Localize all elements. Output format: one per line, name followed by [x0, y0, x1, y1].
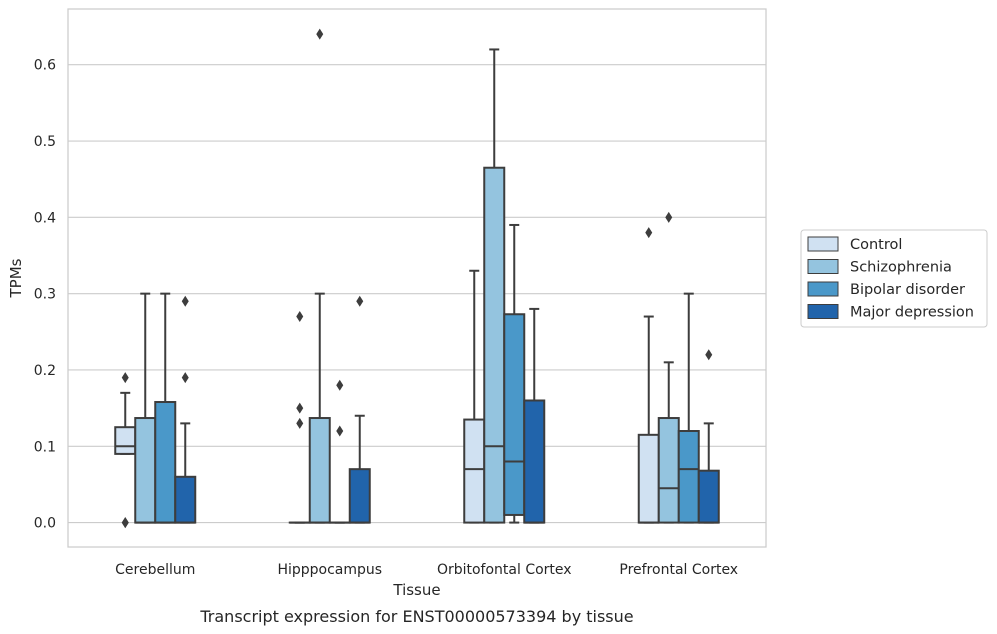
- box-body: [463, 418, 486, 524]
- y-tick-label: 0.5: [34, 134, 56, 150]
- box-schizophrenia: [657, 211, 680, 524]
- y-tick-label: 0.1: [34, 439, 56, 455]
- outlier-point: [336, 379, 344, 391]
- outlier-point: [181, 295, 189, 307]
- box-schizophrenia: [134, 292, 157, 524]
- x-axis-title: Tissue: [392, 581, 440, 599]
- y-tick-label: 0.6: [34, 58, 56, 74]
- box-body: [657, 417, 680, 524]
- boxes: [114, 28, 720, 529]
- legend-frame: [800, 229, 988, 328]
- outlier-point: [705, 349, 713, 361]
- outlier-point: [296, 417, 304, 429]
- box-control: [463, 269, 486, 524]
- outlier-point: [336, 425, 344, 437]
- box-body: [677, 430, 700, 524]
- x-tick-label: Hipppocampus: [277, 562, 382, 578]
- legend-label: Schizophrenia: [850, 260, 952, 276]
- outlier-point: [296, 402, 304, 414]
- box-body: [503, 313, 526, 516]
- y-tick-label: 0.3: [34, 287, 56, 303]
- y-tick-label: 0.4: [34, 210, 56, 226]
- legend-label: Major depression: [850, 305, 974, 321]
- box-schizophrenia: [308, 28, 331, 524]
- box-body: [697, 469, 720, 524]
- outlier-point: [665, 211, 673, 223]
- box-body: [154, 401, 177, 524]
- x-tick-label: Cerebellum: [115, 562, 195, 578]
- legend-swatch: [807, 236, 839, 252]
- outlier-point: [316, 28, 324, 40]
- outlier-point: [296, 311, 304, 323]
- x-tick-label: Orbitofontal Cortex: [437, 562, 572, 578]
- legend-swatch: [807, 281, 839, 297]
- chart-caption: Transcript expression for ENST0000057339…: [199, 607, 633, 626]
- box-bipolar-disorder: [503, 223, 526, 524]
- legend-label: Control: [850, 237, 902, 253]
- box-bipolar-disorder: [328, 379, 351, 524]
- box-control: [637, 227, 660, 524]
- outlier-point: [121, 372, 129, 384]
- y-tick-labels: 0.0 0.1 0.2 0.3 0.4 0.5 0.6: [34, 58, 56, 532]
- box-control: [288, 311, 311, 524]
- box-major-depression: [348, 295, 371, 524]
- plot-frame: [67, 8, 767, 548]
- outlier-point: [121, 517, 129, 529]
- y-tick-label: 0.2: [34, 363, 56, 379]
- box-major-depression: [523, 307, 546, 524]
- box-body: [348, 468, 371, 524]
- box-body: [523, 399, 546, 524]
- box-body: [134, 417, 157, 524]
- x-tick-label: Prefrontal Cortex: [619, 562, 738, 578]
- box-control: [114, 372, 137, 529]
- box-body: [637, 433, 660, 524]
- outlier-point: [645, 227, 653, 239]
- outlier-point: [356, 295, 364, 307]
- y-tick-label: 0.0: [34, 516, 56, 532]
- legend-swatch: [807, 304, 839, 319]
- box-body: [308, 417, 331, 524]
- legend-label: Bipolar disorder: [850, 282, 965, 298]
- legend-swatch: [807, 259, 839, 274]
- x-tick-labels: Cerebellum Hipppocampus Orbitofontal Corte…: [115, 562, 738, 578]
- box-major-depression: [174, 295, 197, 524]
- box-major-depression: [697, 349, 720, 524]
- box-bipolar-disorder: [154, 292, 177, 524]
- legend: Control Schizophrenia Bipolar disorder Majo…: [800, 229, 988, 328]
- box-schizophrenia: [483, 48, 506, 524]
- box-body: [483, 166, 506, 524]
- outlier-point: [181, 372, 189, 384]
- box-body: [114, 426, 137, 455]
- box-body: [174, 475, 197, 524]
- box-bipolar-disorder: [677, 292, 700, 524]
- y-axis-title: TPMs: [7, 258, 25, 298]
